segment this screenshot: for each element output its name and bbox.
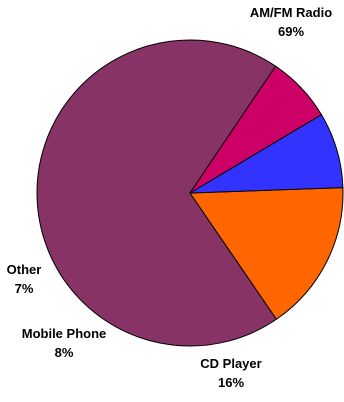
slice-label: Other [7,262,42,277]
pie-slice-cd-player [189,187,344,320]
slice-value-label: 16% [218,375,244,390]
slice-label: CD Player [200,356,261,371]
slice-value-label: 7% [15,281,34,296]
slice-label: AM/FM Radio [250,5,332,20]
slice-label: Mobile Phone [22,326,107,341]
slice-value-label: 8% [55,345,74,360]
slice-value-label: 69% [278,24,304,39]
pie-labels: AM/FM Radio 69% CD Player 16% Mobile Phone 8%… [7,5,333,390]
pie-slice-am-fm-radio [36,39,278,347]
pie-slices [36,39,344,347]
pie-slice-other [189,65,323,194]
